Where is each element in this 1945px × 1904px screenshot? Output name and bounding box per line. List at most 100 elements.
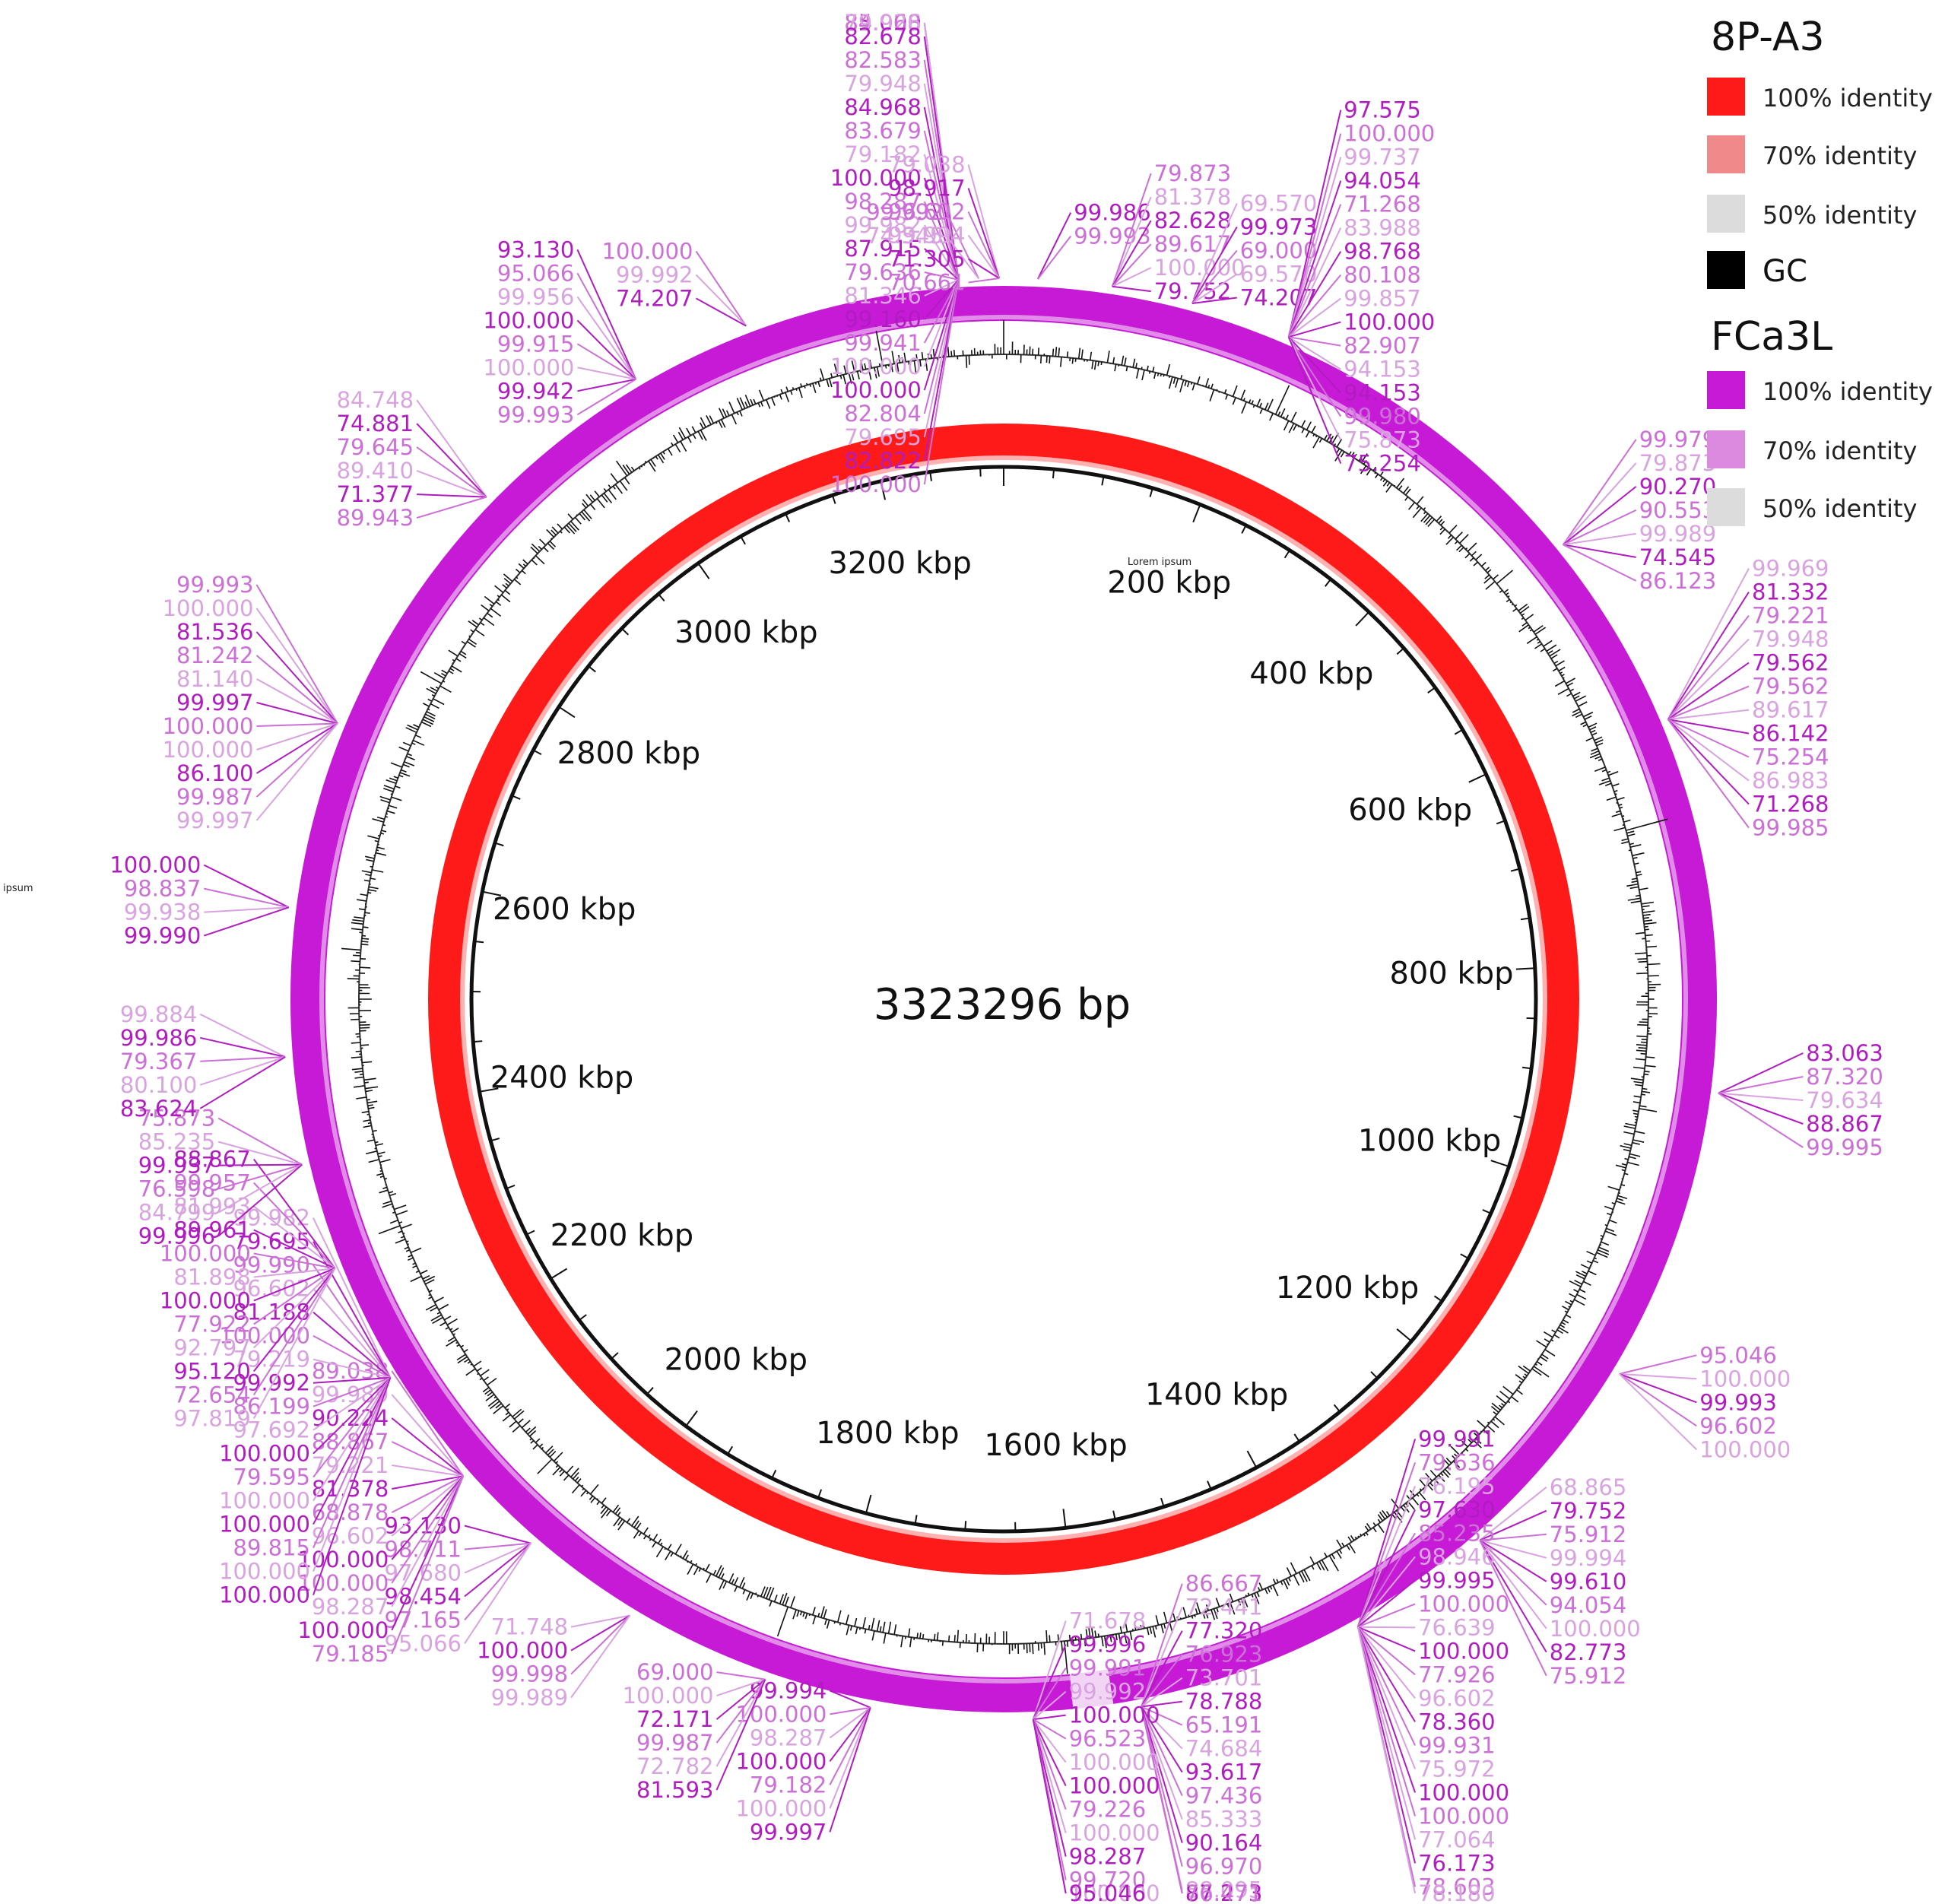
annotation-leader xyxy=(1036,212,1072,280)
annotation-leader xyxy=(1563,462,1637,545)
identity-annotation: 78.788 xyxy=(1185,1689,1262,1715)
annotation-leader xyxy=(1191,297,1237,304)
annotation-leader xyxy=(715,1678,766,1720)
annotation-leader xyxy=(577,378,636,392)
identity-annotation: 78.360 xyxy=(1418,1709,1495,1734)
identity-annotation: 98.454 xyxy=(385,1584,462,1610)
annotation-leader xyxy=(576,296,637,380)
identity-annotation: 79.562 xyxy=(1752,674,1829,700)
tick-label: 2800 kbp xyxy=(557,736,700,771)
identity-annotation: 98.287 xyxy=(1069,1844,1146,1870)
identity-annotation: 97.575 xyxy=(1344,97,1420,123)
identity-annotation: 100.000 xyxy=(1418,1638,1509,1664)
identity-annotation: 84.799 xyxy=(138,1200,215,1226)
legend-label-fca3l-70: 70% identity xyxy=(1763,436,1917,465)
annotation-leader xyxy=(203,906,290,937)
annotation-leader xyxy=(416,470,487,498)
annotation-leader xyxy=(1288,336,1341,347)
identity-annotation: 72.171 xyxy=(636,1706,713,1732)
genome-size-label: 3323296 bp xyxy=(874,980,1131,1030)
legend-label-8p-a3-100: 100% identity xyxy=(1763,84,1933,113)
annotation-leader xyxy=(576,343,636,380)
identity-annotation: 71.748 xyxy=(491,1614,568,1640)
tick-mark xyxy=(685,1410,698,1427)
annotation-leader xyxy=(830,1706,871,1715)
annotations: 85.00084.96879.92682.67882.58379.94884.9… xyxy=(109,10,1883,1904)
annotation-leader xyxy=(1718,1092,1804,1101)
annotation-leader xyxy=(1619,1373,1697,1451)
identity-annotation: 81.378 xyxy=(1154,184,1231,210)
identity-annotation: 99.973 xyxy=(1240,214,1317,240)
annotation-leader xyxy=(1667,662,1750,720)
identity-annotation: 79.645 xyxy=(337,434,414,460)
identity-annotation: 82.907 xyxy=(1344,333,1420,359)
annotation-leader xyxy=(1619,1354,1697,1375)
annotation-leader xyxy=(1356,1532,1416,1628)
identity-annotation: 86.199 xyxy=(233,1394,310,1420)
identity-annotation: 100.000 xyxy=(830,354,922,379)
annotation-leader xyxy=(1141,1706,1183,1820)
identity-annotation: 96.602 xyxy=(1418,1685,1495,1711)
annotation-leader xyxy=(1112,243,1152,287)
identity-annotation: 94.054 xyxy=(1344,168,1420,194)
tick-mark xyxy=(658,593,665,602)
identity-annotation: 96.602 xyxy=(233,1276,310,1302)
identity-annotation: 99.993 xyxy=(1699,1389,1776,1415)
annotation-leader xyxy=(1357,1626,1416,1676)
identity-annotation: 93.130 xyxy=(385,1513,462,1539)
annotation-leader xyxy=(1032,1644,1067,1720)
tick-mark xyxy=(1427,687,1436,694)
annotation-leader xyxy=(1356,1509,1416,1628)
identity-annotation: 99.986 xyxy=(120,1025,197,1051)
legend-swatch-fca3l-50 xyxy=(1707,488,1745,526)
tick-mark xyxy=(727,1445,734,1455)
identity-annotation: 87.273 xyxy=(1185,1880,1262,1904)
annotation-leader xyxy=(1287,204,1342,338)
identity-annotation: 85.235 xyxy=(1418,1520,1495,1546)
identity-annotation: 79.948 xyxy=(1752,627,1829,652)
annotation-leader xyxy=(217,1163,303,1214)
legend-title-fca3l: FCa3L xyxy=(1711,314,1832,360)
tick-label: 1400 kbp xyxy=(1145,1377,1288,1412)
annotation-leader xyxy=(1111,220,1152,287)
legend-swatch-fca3l-70 xyxy=(1707,430,1745,468)
tick-mark xyxy=(550,1268,568,1280)
annotation-leader xyxy=(1667,592,1750,720)
identity-annotation: 85.000 xyxy=(844,10,921,36)
identity-annotation: 100.000 xyxy=(297,1617,389,1643)
annotation-leader xyxy=(576,272,637,380)
identity-annotation: 74.545 xyxy=(1639,544,1716,570)
annotation-leader xyxy=(1287,227,1342,338)
tick-mark xyxy=(1246,1450,1258,1468)
identity-annotation: 100.000 xyxy=(219,1582,310,1608)
annotation-leader xyxy=(1667,614,1750,720)
annotation-leader xyxy=(1112,285,1151,293)
identity-annotation: 80.108 xyxy=(1344,262,1420,288)
identity-annotation: 96.970 xyxy=(1185,1854,1262,1880)
annotation-leader xyxy=(416,423,487,498)
annotation-leader xyxy=(968,278,1000,284)
identity-annotation: 100.000 xyxy=(219,1488,310,1514)
legend-label-8p-a3-70: 70% identity xyxy=(1763,141,1917,170)
annotation-leader xyxy=(1037,235,1071,280)
tick-label: 3000 kbp xyxy=(674,615,817,650)
identity-annotation: 84.748 xyxy=(337,387,414,413)
annotation-leader xyxy=(217,1141,303,1166)
annotation-leader xyxy=(1287,336,1342,441)
annotation-leader xyxy=(391,1475,464,1513)
legend-title-8p-a3: 8P-A3 xyxy=(1711,14,1825,60)
legend-swatch-8p-a3-100 xyxy=(1707,78,1745,116)
annotation-leader xyxy=(1287,180,1342,338)
annotation-leader xyxy=(1288,321,1341,338)
identity-annotation: 100.000 xyxy=(109,852,201,878)
annotation-leader xyxy=(313,1376,391,1384)
annotation-leader xyxy=(253,1268,336,1372)
identity-annotation: 75.912 xyxy=(1550,1663,1626,1689)
identity-annotation: 97.630 xyxy=(1418,1496,1495,1522)
identity-annotation: 79.221 xyxy=(1752,603,1829,629)
annotation-leader xyxy=(1141,1654,1183,1708)
identity-annotation: 79.695 xyxy=(844,424,921,450)
annotation-leader xyxy=(1357,1603,1416,1628)
identity-annotation: 100.000 xyxy=(735,1748,827,1774)
annotation-leader xyxy=(313,1377,392,1502)
